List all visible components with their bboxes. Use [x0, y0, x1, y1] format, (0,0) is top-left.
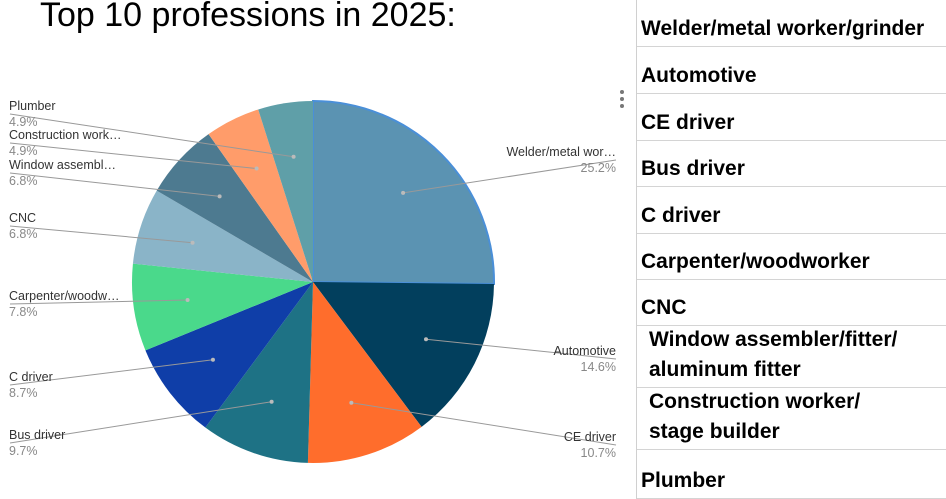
- table-cell-line: CNC: [641, 296, 687, 319]
- leader-dot: [349, 400, 354, 405]
- slice-label: Welder/metal wor…: [506, 145, 616, 159]
- pie-slice[interactable]: [132, 190, 313, 282]
- leader-dot: [190, 240, 195, 245]
- table-cell-text: CE driver: [641, 108, 734, 138]
- table-cell-text: Welder/metal worker/grinder: [641, 14, 924, 44]
- slice-label: Bus driver: [9, 428, 65, 442]
- table-cell-text: C driver: [641, 201, 720, 231]
- table-cell-line: aluminum fitter: [649, 358, 801, 381]
- leader-dot: [254, 166, 259, 171]
- leader-line: [425, 338, 617, 360]
- slice-label: C driver: [9, 370, 53, 384]
- table-cell-line: CE driver: [641, 111, 735, 134]
- table-cell-text: Construction worker/stage builder: [649, 387, 860, 447]
- table-cell-text: Carpenter/woodworker: [641, 247, 870, 277]
- pie-slice[interactable]: [156, 134, 313, 282]
- slice-label: CNC: [9, 211, 36, 225]
- leader-line: [9, 113, 294, 158]
- table-cell-line: Construction worker/: [649, 390, 861, 413]
- table-cell-line: Carpenter/woodworker: [641, 250, 870, 273]
- leader-line: [9, 172, 220, 197]
- chart-title: Top 10 professions in 2025:: [40, 0, 456, 34]
- table-cell-line: Plumber: [641, 469, 726, 492]
- leader-dot: [424, 337, 429, 342]
- pie-slice[interactable]: [313, 282, 494, 427]
- slice-percent: 10.7%: [581, 446, 616, 460]
- slice-percent: 7.8%: [9, 305, 38, 319]
- table-row: CE driver: [637, 94, 946, 141]
- table-row: Bus driver: [637, 141, 946, 187]
- slice-percent: 25.2%: [581, 161, 616, 175]
- slice-label: Carpenter/woodw…: [9, 289, 119, 303]
- leader-line: [351, 402, 617, 446]
- table-cell-text: Automotive: [641, 61, 757, 91]
- slice-percent: 6.8%: [9, 174, 38, 188]
- table-row: Carpenter/woodworker: [637, 234, 946, 280]
- slice-label: Construction work…: [9, 128, 122, 142]
- slice-percent: 9.7%: [9, 444, 38, 458]
- table-cell-line: Automotive: [641, 64, 757, 87]
- leader-dot: [185, 298, 190, 303]
- pie-slice[interactable]: [132, 263, 313, 351]
- table-row: Welder/metal worker/grinder: [637, 0, 946, 47]
- table-row: Window assembler/fitter/aluminum fitter: [637, 326, 946, 388]
- table-cell-line: Bus driver: [641, 157, 745, 180]
- slice-label: Plumber: [9, 99, 56, 113]
- slice-percent: 4.9%: [9, 115, 38, 129]
- leader-line: [9, 299, 188, 305]
- leader-dot: [269, 399, 274, 404]
- slice-percent: 14.6%: [581, 360, 616, 374]
- leader-line: [403, 159, 617, 194]
- slice-percent: 8.7%: [9, 386, 38, 400]
- leader-line: [9, 225, 193, 244]
- table-row: Plumber: [637, 450, 946, 499]
- chart-menu-icon[interactable]: [618, 90, 626, 110]
- pie-slice[interactable]: [307, 282, 422, 463]
- slice-percent: 4.9%: [9, 144, 38, 158]
- table-row: Automotive: [637, 47, 946, 94]
- leader-dot: [217, 194, 222, 199]
- table-cell-text: Bus driver: [641, 154, 745, 184]
- table-cell-line: Welder/metal worker/grinder: [641, 17, 925, 40]
- pie-slice[interactable]: [205, 282, 313, 463]
- leader-dot: [401, 190, 406, 195]
- table-cell-text: Window assembler/fitter/aluminum fitter: [649, 325, 897, 385]
- table-cell-line: stage builder: [649, 420, 780, 443]
- table-row: Construction worker/stage builder: [637, 388, 946, 450]
- slice-label: Automotive: [553, 344, 616, 358]
- leader-line: [9, 401, 272, 444]
- pie-slice[interactable]: [145, 282, 313, 428]
- slice-label: CE driver: [564, 430, 616, 444]
- slice-percent: 6.8%: [9, 227, 38, 241]
- pie-chart: Welder/metal wor… 25.2% Automotive 14.6% CE …: [9, 99, 617, 463]
- table-row: C driver: [637, 187, 946, 234]
- leader-dot: [291, 154, 296, 159]
- table-cell-text: CNC: [641, 293, 687, 323]
- leader-dot: [210, 357, 215, 362]
- leader-line: [9, 142, 257, 170]
- table-cell-text: Plumber: [641, 466, 725, 496]
- table-row: CNC: [637, 280, 946, 326]
- leader-line: [9, 359, 214, 386]
- table-cell-line: C driver: [641, 204, 721, 227]
- table-cell-line: Window assembler/fitter/: [649, 328, 898, 351]
- pie-slice[interactable]: [258, 101, 313, 282]
- pie-slice[interactable]: [208, 109, 313, 282]
- profession-table: Welder/metal worker/grinder Automotive CE …: [636, 0, 946, 499]
- slice-label: Window assembl…: [9, 158, 116, 172]
